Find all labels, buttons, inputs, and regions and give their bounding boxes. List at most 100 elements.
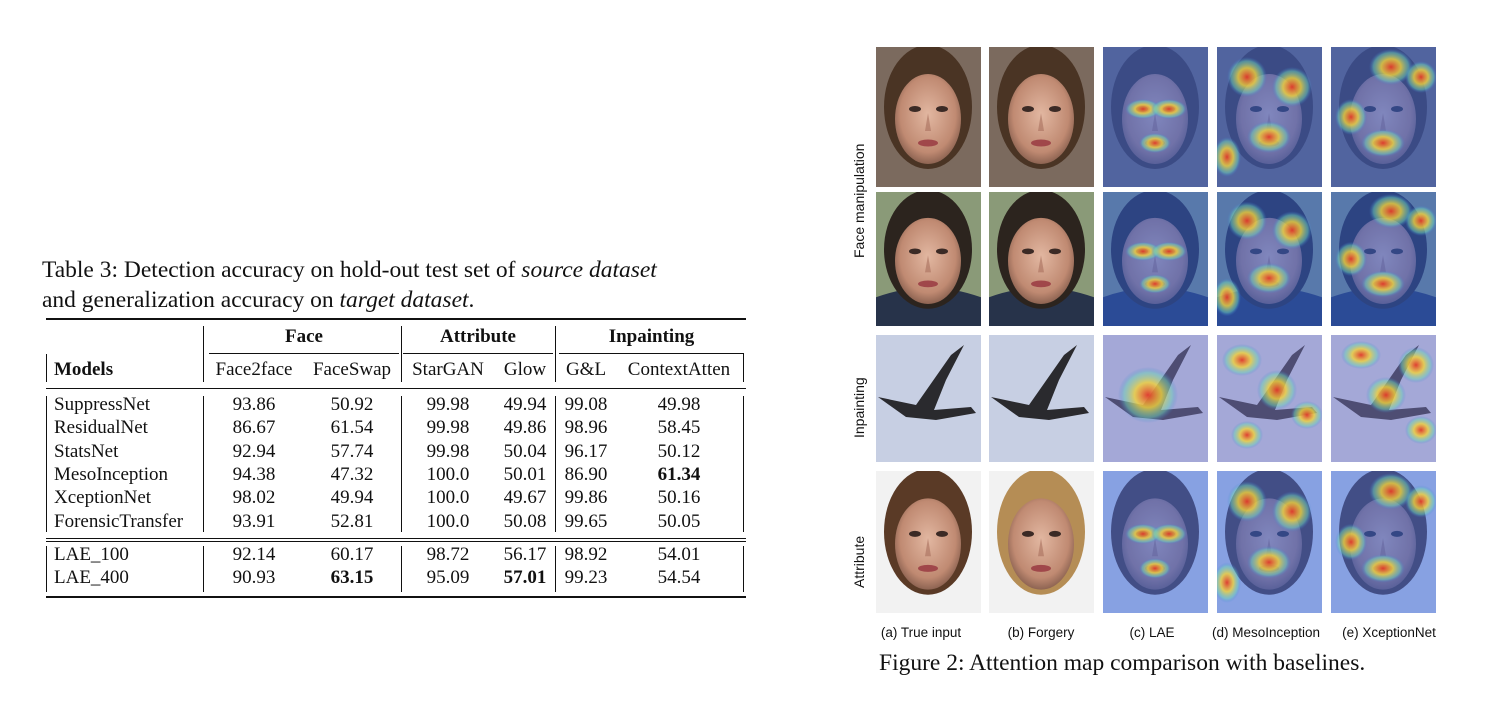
table-cell: 99.23 [564, 567, 608, 589]
table-cell: 99.86 [564, 487, 608, 509]
column-header-gl: G&L [565, 359, 607, 380]
lae-attention-map [1103, 335, 1208, 462]
xceptionnet-attention-map [1331, 471, 1436, 613]
table-cell: 58.45 [657, 417, 701, 439]
table-bottom-rule [46, 596, 746, 598]
model-name: XceptionNet [54, 487, 152, 509]
table-cell: 93.86 [232, 394, 276, 415]
xceptionnet-attention-map [1331, 47, 1436, 187]
table-cell: 52.81 [330, 510, 374, 532]
forgery-image [989, 335, 1094, 462]
column-label: (e) XceptionNet [1342, 625, 1436, 640]
table-cell: 94.38 [232, 463, 276, 485]
table-cell: 63.15 [330, 567, 374, 589]
column-label: (b) Forgery [1007, 625, 1075, 640]
header-rule [46, 388, 746, 389]
table-cell: 54.54 [657, 567, 701, 589]
model-name: MesoInception [54, 463, 168, 485]
table-cell: 98.92 [564, 544, 608, 565]
table-caption: Table 3: Detection accuracy on hold-out … [42, 257, 657, 313]
column-header-stargan: StarGAN [412, 359, 484, 380]
lae-attention-map [1103, 47, 1208, 187]
lae-attention-map [1103, 471, 1208, 613]
forgery-image [989, 47, 1094, 187]
table-cell: 86.67 [232, 417, 276, 439]
xceptionnet-attention-map [1331, 192, 1436, 326]
table-cell: 90.93 [232, 567, 276, 589]
table-cell: 99.08 [564, 394, 608, 415]
table-cell: 49.98 [657, 394, 701, 415]
table-cell: 98.72 [426, 544, 470, 565]
model-name: LAE_400 [54, 567, 129, 589]
column-label: (a) True input [880, 625, 962, 640]
true-input-image [876, 192, 981, 326]
column-header-models: Models [54, 359, 114, 380]
table-cell: 99.98 [426, 417, 470, 439]
table-cell: 98.02 [232, 487, 276, 509]
model-name: LAE_100 [54, 544, 129, 565]
column-header-contextatten: ContextAtten [627, 359, 731, 380]
table-cell: 57.01 [503, 567, 547, 589]
column-header-glow: Glow [503, 359, 547, 380]
table-cell: 98.96 [564, 417, 608, 439]
mesoinception-attention-map [1217, 47, 1322, 187]
group-header-attribute: Attribute [440, 326, 516, 347]
model-name: SuppressNet [54, 394, 151, 415]
group-header-inpainting: Inpainting [608, 326, 695, 347]
figure-caption: Figure 2: Attention map comparison with … [879, 650, 1366, 676]
table-cell: 49.86 [503, 417, 547, 439]
forgery-image [989, 192, 1094, 326]
column-header-face2face: Face2face [215, 359, 293, 380]
true-input-image [876, 335, 981, 462]
table-cell: 49.94 [503, 394, 547, 415]
lae-attention-map [1103, 192, 1208, 326]
table-cell: 50.01 [503, 463, 547, 485]
table-top-rule [46, 318, 746, 320]
forgery-image [989, 471, 1094, 613]
table-cell: 49.67 [503, 487, 547, 509]
table-cell: 100.0 [426, 510, 470, 532]
table-cell: 86.90 [564, 463, 608, 485]
xceptionnet-attention-map [1331, 335, 1436, 462]
model-name: StatsNet [54, 440, 119, 462]
table-cell: 54.01 [657, 544, 701, 565]
table-cell: 56.17 [503, 544, 547, 565]
column-label: (d) MesoInception [1211, 625, 1321, 640]
table-cell: 99.65 [564, 510, 608, 532]
table-cell: 50.08 [503, 510, 547, 532]
table-cell: 100.0 [426, 463, 470, 485]
table-cell: 99.98 [426, 394, 470, 415]
row-label: Face manipulation [851, 143, 867, 258]
table-cell: 60.17 [330, 544, 374, 565]
table-cell: 95.09 [426, 567, 470, 589]
table-cell: 92.14 [232, 544, 276, 565]
model-name: ForensicTransfer [54, 510, 184, 532]
table-cell: 50.12 [657, 440, 701, 462]
true-input-image [876, 47, 981, 187]
table-cell: 50.04 [503, 440, 547, 462]
true-input-image [876, 471, 981, 613]
table-cell: 61.54 [330, 417, 374, 439]
mesoinception-attention-map [1217, 471, 1322, 613]
section-rule-2 [46, 541, 746, 542]
table-cell: 47.32 [330, 463, 374, 485]
table-cell: 50.92 [330, 394, 374, 415]
table-cell: 93.91 [232, 510, 276, 532]
section-rule-1 [46, 538, 746, 539]
table-cell: 96.17 [564, 440, 608, 462]
model-name: ResidualNet [54, 417, 148, 439]
mesoinception-attention-map [1217, 192, 1322, 326]
table-cell: 92.94 [232, 440, 276, 462]
group-header-face: Face [285, 326, 323, 347]
table-cell: 99.98 [426, 440, 470, 462]
row-label: Attribute [851, 535, 867, 588]
mesoinception-attention-map [1217, 335, 1322, 462]
row-label: Inpainting [851, 377, 867, 438]
table-cell: 100.0 [426, 487, 470, 509]
column-header-faceswap: FaceSwap [312, 359, 392, 380]
table-cell: 61.34 [657, 463, 701, 485]
table-cell: 57.74 [330, 440, 374, 462]
table-cell: 50.05 [657, 510, 701, 532]
table-cell: 50.16 [657, 487, 701, 509]
table-cell: 49.94 [330, 487, 374, 509]
